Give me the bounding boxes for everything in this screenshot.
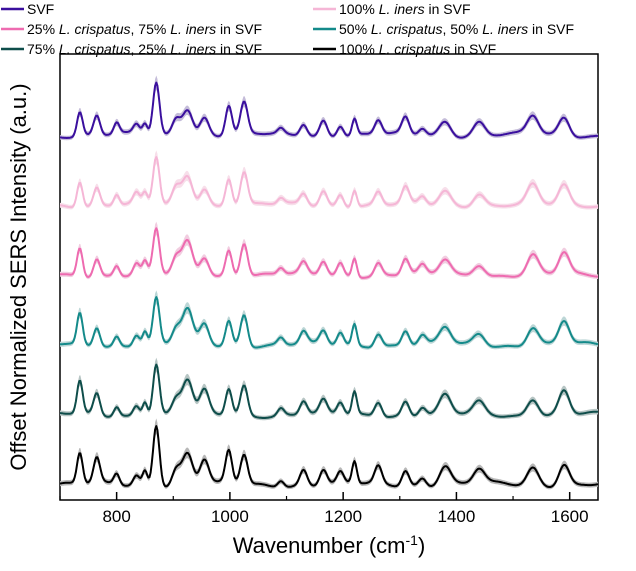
legend: SVF 100% L. iners in SVF 25% L. crispatus,… [1,1,574,57]
x-tick-label: 1400 [438,507,476,526]
spectrum-error-band [60,357,598,421]
legend-item: 100% L. iners in SVF [313,1,471,17]
legend-label: 50% L. crispatus, 50% L. iners in SVF [339,21,574,37]
legend-label: 25% L. crispatus, 75% L. iners in SVF [27,21,262,37]
legend-label: 75% L. crispatus, 25% L. iners in SVF [27,41,262,57]
spectrum-series [59,150,599,210]
spectrum-line [59,425,599,488]
spectrum-series [59,75,598,141]
legend-item: 25% L. crispatus, 75% L. iners in SVF [1,21,262,37]
x-tick-label: 800 [102,507,130,526]
spectrum-line [59,363,599,419]
legend-item: 75% L. crispatus, 25% L. iners in SVF [1,41,262,57]
x-tick-label: 1000 [211,507,249,526]
x-tick-label: 1600 [551,507,589,526]
x-axis: 800 1000 1200 1400 1600 [59,492,589,526]
spectrum-line [60,296,599,349]
series-layer [59,75,599,490]
legend-label: 100% L. iners in SVF [339,1,471,17]
spectrum-line [59,81,598,139]
y-axis-label: Offset Normalized SERS Intensity (a.u.) [6,83,31,470]
x-axis-label: Wavenumber (cm-1) [233,532,426,558]
spectrum-series [59,418,599,490]
legend-item: 100% L. crispatus in SVF [313,41,496,57]
legend-item: 50% L. crispatus, 50% L. iners in SVF [313,21,574,37]
spectrum-series [60,290,599,350]
legend-item: SVF [1,1,54,17]
legend-label: 100% L. crispatus in SVF [339,41,496,57]
spectrum-series [60,221,599,281]
spectrum-series [59,357,599,421]
x-tick-label: 1200 [324,507,362,526]
spectrum-line [59,156,599,209]
spectrum-error-band [60,290,598,350]
legend-label: SVF [27,1,54,17]
spectrum-line [60,227,599,279]
